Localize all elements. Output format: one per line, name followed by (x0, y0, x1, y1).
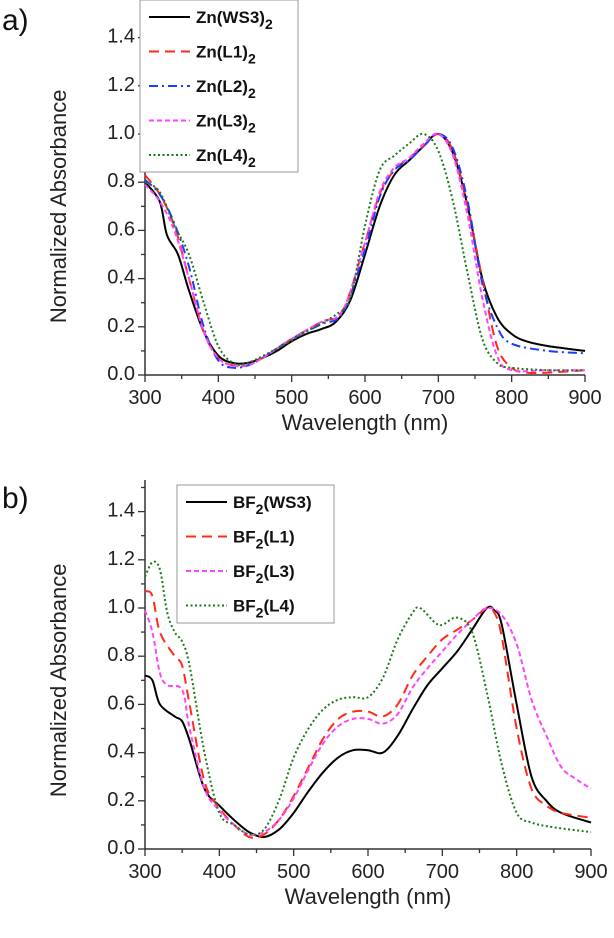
series-line (144, 132, 586, 372)
x-tick-label: 300 (128, 387, 161, 409)
series-line (144, 132, 585, 373)
x-tick-label: 700 (426, 861, 459, 883)
legend: Zn(WS3)2Zn(L1)2Zn(L2)2Zn(L3)2Zn(L4)2 (139, 0, 299, 173)
legend-name: Zn(L3) (196, 112, 248, 131)
legend-subscript: 2 (248, 154, 256, 170)
y-tick-label: 0.6 (107, 218, 135, 240)
legend-entry: Zn(L3)2 (196, 112, 256, 136)
x-tick-label: 700 (422, 387, 455, 409)
x-tick-label: 400 (202, 387, 235, 409)
y-tick-label: 0.2 (107, 315, 135, 337)
legend-subscript: 2 (265, 16, 273, 32)
legend-name: BF (233, 493, 256, 512)
legend-entry: BF2(L4) (233, 597, 295, 621)
y-tick-label: 1.4 (107, 500, 135, 522)
legend-name: BF (233, 562, 256, 581)
legend-suffix: (WS3) (263, 493, 311, 512)
x-tick-label: 300 (128, 861, 161, 883)
y-tick-label: 1.0 (107, 596, 135, 618)
legend-suffix: (L1) (263, 528, 294, 547)
legend-name: Zn(WS3) (196, 8, 265, 27)
legend-entry: BF2(L3) (233, 562, 295, 586)
legend-subscript: 2 (248, 51, 256, 67)
x-tick-label: 500 (275, 387, 308, 409)
legend-name: Zn(L1) (196, 43, 248, 62)
legend-box (139, 0, 299, 173)
legend-entry: Zn(WS3)2 (196, 8, 273, 32)
x-tick-label: 500 (277, 861, 310, 883)
legend: BF2(WS3)BF2(L1)BF2(L3)BF2(L4) (176, 484, 335, 624)
series-line (144, 560, 592, 836)
y-tick-label: 1.2 (107, 74, 135, 96)
legend-entry: Zn(L4)2 (196, 146, 256, 170)
legend-suffix: (L4) (263, 597, 294, 616)
y-tick-label: 1.4 (107, 26, 135, 48)
legend-entry: Zn(L1)2 (196, 43, 256, 67)
series-line (144, 590, 592, 839)
legend-name: BF (233, 528, 256, 547)
y-tick-label: 0.0 (107, 363, 135, 385)
y-tick-label: 0.8 (107, 644, 135, 666)
x-tick-label: 400 (203, 861, 236, 883)
series-line (144, 605, 592, 839)
x-axis-label: Wavelength (nm) (282, 410, 449, 435)
legend-name: Zn(L2) (196, 77, 248, 96)
legend-suffix: (L3) (263, 562, 294, 581)
panel-label: b) (2, 482, 29, 515)
y-axis-label: Normalized Absorbance (46, 90, 71, 324)
legend-subscript: 2 (248, 120, 256, 136)
x-tick-label: 900 (568, 387, 601, 409)
legend-name: Zn(L4) (196, 146, 248, 165)
legend-entry: BF2(L1) (233, 528, 295, 552)
series-line (144, 133, 586, 369)
y-tick-label: 1.2 (107, 548, 135, 570)
y-tick-label: 0.0 (107, 837, 135, 859)
legend-entry: Zn(L2)2 (196, 77, 256, 101)
x-tick-label: 800 (495, 387, 528, 409)
y-tick-label: 0.2 (107, 789, 135, 811)
legend-subscript: 2 (256, 501, 264, 517)
chart-panel-b: b) 300 400 500 600 700 800 900 0.0 0.2 0.4 0.6 0.8 1.… (2, 480, 608, 909)
y-tick-label: 0.8 (107, 170, 135, 192)
series-line (144, 606, 592, 836)
legend-subscript: 2 (256, 536, 264, 552)
panel-label: a) (2, 4, 29, 37)
chart-panel-a: a) 300 400 500 600 700 800 900 0.0 0.2 0.4 0.6 0.8 1.… (2, 0, 602, 435)
legend-entry: BF2(WS3) (233, 493, 312, 517)
x-tick-label: 900 (574, 861, 607, 883)
y-tick-label: 0.4 (107, 741, 135, 763)
y-tick-label: 0.6 (107, 692, 135, 714)
y-tick-label: 1.0 (107, 122, 135, 144)
x-tick-label: 600 (348, 387, 381, 409)
legend-subscript: 2 (256, 605, 264, 621)
y-axis-label: Normalized Absorbance (46, 564, 71, 798)
x-tick-label: 600 (351, 861, 384, 883)
legend-name: BF (233, 597, 256, 616)
legend-box (176, 484, 335, 624)
legend-subscript: 2 (248, 85, 256, 101)
x-tick-label: 800 (500, 861, 533, 883)
legend-subscript: 2 (256, 570, 264, 586)
y-tick-label: 0.4 (107, 267, 135, 289)
x-axis-label: Wavelength (nm) (285, 884, 452, 909)
